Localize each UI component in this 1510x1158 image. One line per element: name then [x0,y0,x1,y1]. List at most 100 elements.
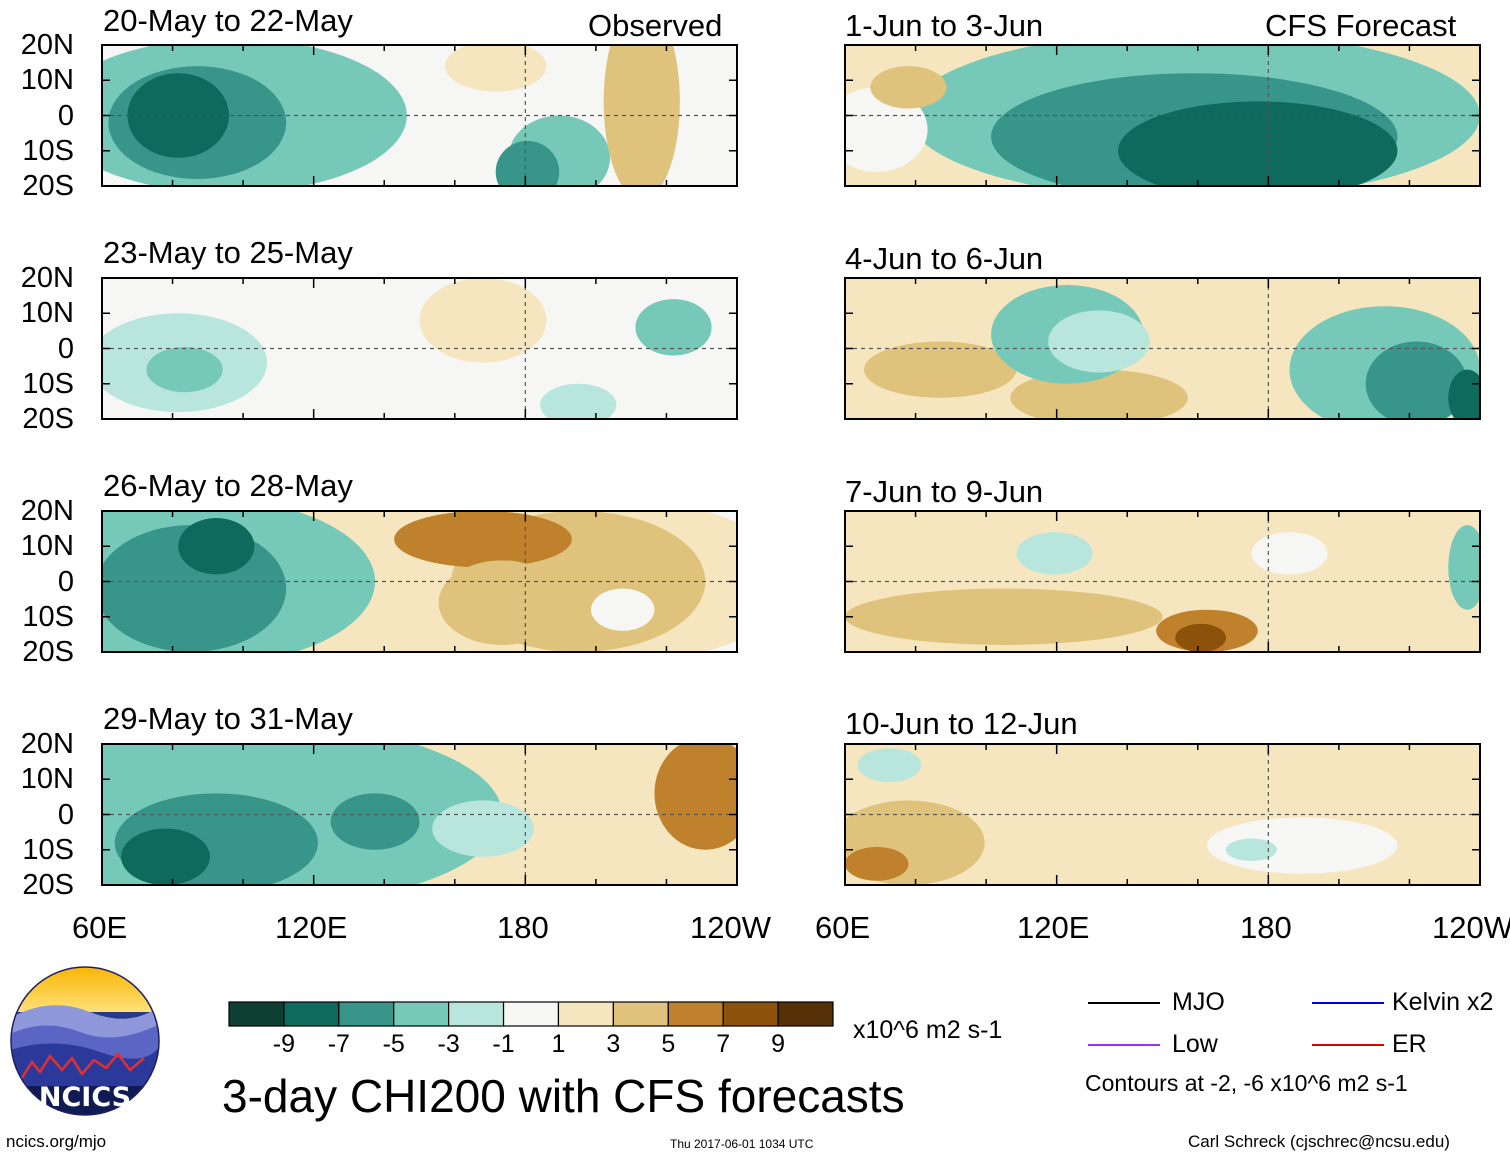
lat-label-2-3: 0 [57,332,74,365]
panel-title-8: 10-Jun to 12-Jun [845,706,1078,741]
forecast-header: CFS Forecast [1265,8,1457,43]
field-blob [845,87,928,172]
colorbar-label: 1 [551,1030,566,1058]
field-blob [1365,341,1468,419]
lat-label-4-1: 20N [20,728,74,760]
colorbar-units: x10^6 m2 s-1 [853,1016,1003,1044]
field-blob [1016,532,1093,575]
ncics-logo: NCICS [10,966,160,1116]
field-blob [121,828,210,885]
lat-label-4-4: 10S [22,833,74,866]
field-blob [870,66,947,109]
lat-label-3-4: 10S [22,600,74,633]
legend-label-kelvin: Kelvin x2 [1392,988,1494,1016]
field-blob [330,793,420,850]
panel-title-2: 23-May to 25-May [103,235,353,270]
legend-label-mjo: MJO [1172,988,1225,1016]
field-blob [438,560,566,645]
field-blob [1448,369,1480,419]
field-blob [1118,101,1398,186]
lon-label-60e-left: 60E [72,910,128,945]
colorbar-swatch [502,1001,560,1027]
panel-4 [101,743,738,886]
legend-line-low [1088,1044,1160,1046]
field-blob [1226,838,1277,862]
colorbar-swatch [667,1001,724,1027]
colorbar-swatch [338,1001,395,1027]
field-blob [394,511,572,568]
panel-title-5: 1-Jun to 3-Jun [845,8,1044,43]
field-blob [864,341,1017,398]
colorbar-swatch [283,1001,340,1027]
lat-label-1-3: 0 [57,99,74,132]
observed-header: Observed [588,8,723,43]
panel-1 [101,44,738,187]
colorbar-swatch [393,1001,450,1027]
lat-label-3-2: 10N [20,530,74,563]
field-blob [845,588,1163,645]
lon-label-120w-right: 120W [1432,910,1510,945]
colorbar [228,1001,834,1027]
field-blob [1048,310,1150,373]
panel-3 [101,510,738,653]
lon-label-60e-right: 60E [815,910,871,945]
panel-5 [844,44,1481,187]
panel-title-7: 7-Jun to 9-Jun [845,474,1044,509]
panel-7 [844,510,1481,653]
lat-label-4-2: 10N [20,763,74,796]
legend-line-er [1312,1044,1384,1046]
field-blob [590,588,655,631]
field-blob [178,518,255,575]
lat-label-2-2: 10N [20,297,74,330]
lon-label-180-right: 180 [1240,910,1292,945]
field-blob [654,744,737,850]
lon-label-120e-right: 120E [1017,910,1090,945]
field-blob [127,73,229,158]
lat-label-3-3: 0 [57,565,74,598]
colorbar-label: 3 [606,1030,621,1058]
colorbar-swatch [557,1001,614,1027]
lat-label-1-1: 20N [20,29,74,61]
colorbar-label: -1 [492,1030,515,1058]
panel-6 [844,277,1481,420]
lon-label-180-left: 180 [497,910,549,945]
field-blob [540,383,617,419]
field-blob [635,299,712,356]
legend-label-er: ER [1392,1030,1427,1058]
panel-title-4: 29-May to 31-May [103,701,353,736]
panel-title-3: 26-May to 28-May [103,468,353,503]
lat-label-3-5: 20S [22,636,74,668]
lat-label-1-2: 10N [20,64,74,97]
colorbar-label: -9 [272,1030,296,1058]
lon-label-120e-left: 120E [275,910,348,945]
field-blob [146,347,223,393]
field-blob [845,846,909,881]
colorbar-swatch [448,1001,505,1027]
lat-label-4-5: 20S [22,869,74,901]
field-blob [444,45,547,92]
legend-contour-note: Contours at -2, -6 x10^6 m2 s-1 [1085,1070,1408,1096]
colorbar-swatch [777,1001,834,1027]
field-blob [1251,532,1328,575]
colorbar-swatch [228,1001,285,1027]
footer-url[interactable]: ncics.org/mjo [6,1132,107,1151]
panel-title-1: 20-May to 22-May [103,3,353,38]
panel-2 [101,277,738,420]
lon-label-120w-left: 120W [690,910,771,945]
colorbar-label: 9 [771,1030,786,1058]
lat-label-4-3: 0 [57,798,74,831]
legend-line-kelvin [1312,1002,1384,1004]
panel-8 [844,743,1481,886]
field-blob [432,800,534,857]
field-blob [857,748,922,783]
lat-label-1-4: 10S [22,134,74,167]
lat-label-3-1: 20N [20,495,74,527]
legend-line-mjo [1088,1002,1160,1004]
field-blob [495,140,560,186]
lat-label-2-4: 10S [22,367,74,400]
colorbar-swatch [722,1001,779,1027]
footer-timestamp: Thu 2017-06-01 1034 UTC [670,1137,814,1151]
colorbar-label: 7 [716,1030,731,1058]
colorbar-label: -5 [382,1030,405,1058]
